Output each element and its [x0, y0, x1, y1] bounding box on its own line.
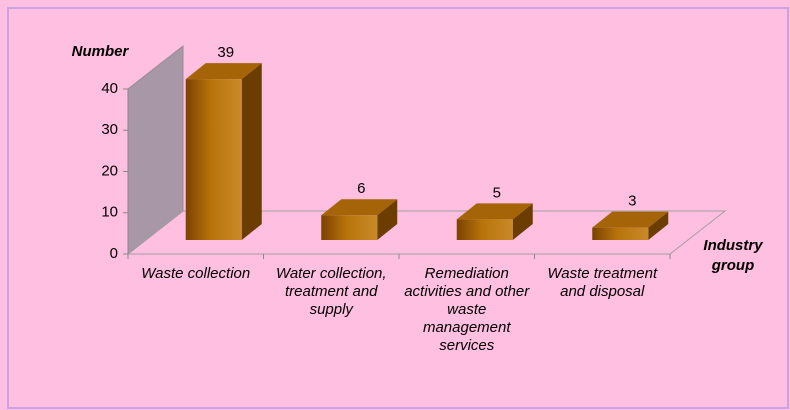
bar-side — [512, 203, 533, 240]
bar-side — [377, 199, 398, 240]
bar-top — [185, 63, 262, 80]
y-axis-label: Number — [72, 43, 130, 60]
floor — [126, 210, 727, 255]
bar — [456, 203, 533, 240]
x-tick-label: Remediation activities and other waste m… — [404, 265, 530, 354]
border — [7, 7, 789, 409]
value-label: 39 — [217, 44, 234, 61]
bar-top — [592, 211, 669, 228]
x-tick-label: Waste collection — [141, 265, 251, 282]
value-label: 3 — [628, 193, 636, 210]
y-tick-label: 0 — [110, 245, 118, 262]
value-label: 5 — [493, 184, 501, 201]
bar-side — [241, 63, 262, 240]
x-tick-label: Water collection, treatment and supply — [275, 265, 387, 318]
bar-top — [456, 203, 533, 220]
bar-front — [592, 227, 649, 240]
y-tick-label: 10 — [101, 204, 118, 221]
y-tick-label: 30 — [101, 121, 118, 138]
back-wall — [127, 44, 184, 256]
bar — [592, 211, 669, 240]
bar-side — [648, 211, 669, 240]
bar — [321, 199, 398, 240]
bar — [185, 63, 262, 240]
y-tick-label: 20 — [101, 162, 118, 179]
x-axis-label: Industry group — [703, 237, 763, 274]
value-label: 6 — [357, 180, 365, 197]
y-tick-label: 40 — [101, 80, 118, 97]
bar-front — [185, 79, 242, 240]
bar-front — [321, 215, 378, 240]
bar-top — [321, 199, 398, 216]
bar-front — [456, 219, 513, 240]
x-tick-label: Waste treatment and disposal — [547, 265, 658, 300]
